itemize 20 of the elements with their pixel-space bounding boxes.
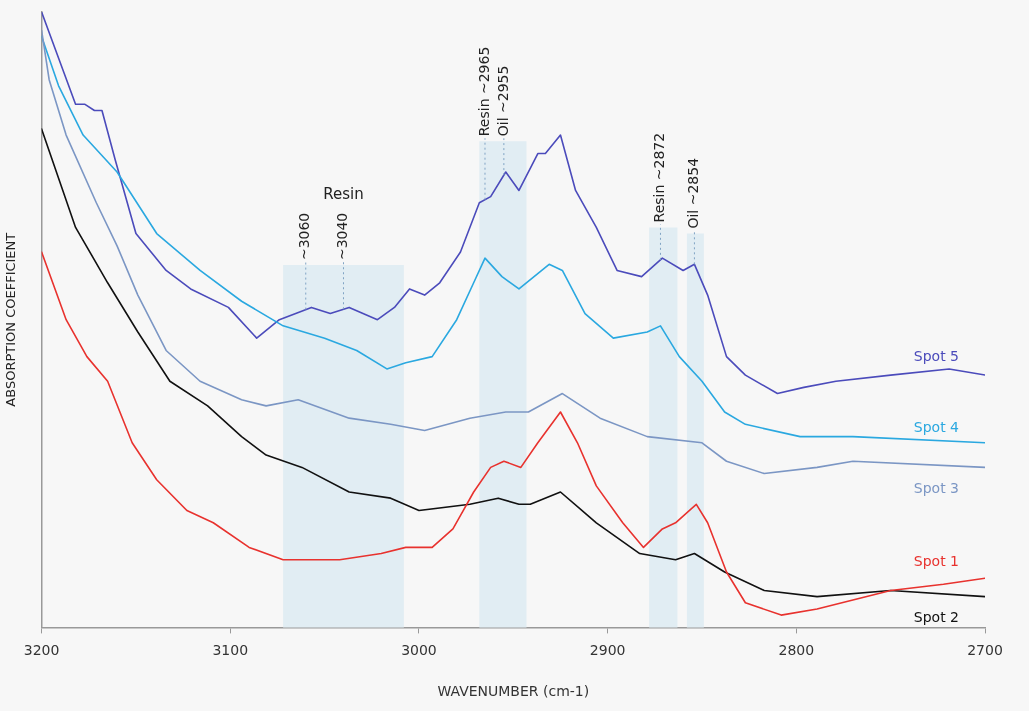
x-tick-label: 3000 — [401, 642, 437, 659]
ref-line-label: Oil ~2854 — [685, 157, 702, 229]
x-tick-label: 2800 — [778, 642, 815, 659]
annotation: Resin — [323, 185, 364, 204]
series-label: Spot 4 — [913, 419, 960, 436]
series-label: Spot 3 — [913, 480, 959, 497]
series-label: Spot 1 — [913, 552, 959, 569]
x-tick-label: 2700 — [967, 642, 1003, 659]
series-label: Spot 2 — [913, 609, 959, 626]
x-axis-title: WAVENUMBER (cm-1) — [437, 683, 590, 700]
x-tick-label: 3200 — [23, 642, 60, 659]
y-axis-title: ABSORPTION COEFFICIENT — [3, 232, 19, 407]
ref-line-label: ~3060 — [296, 212, 313, 261]
ref-line-label: Resin ~2872 — [651, 132, 668, 223]
series-label: Spot 5 — [913, 347, 959, 364]
ref-line-label: ~3040 — [334, 212, 351, 261]
ref-line-label: Oil ~2955 — [494, 65, 511, 137]
x-tick-label: 3100 — [212, 642, 249, 659]
ref-line-label: Resin ~2965 — [475, 46, 492, 137]
x-tick-label: 2900 — [589, 642, 626, 659]
